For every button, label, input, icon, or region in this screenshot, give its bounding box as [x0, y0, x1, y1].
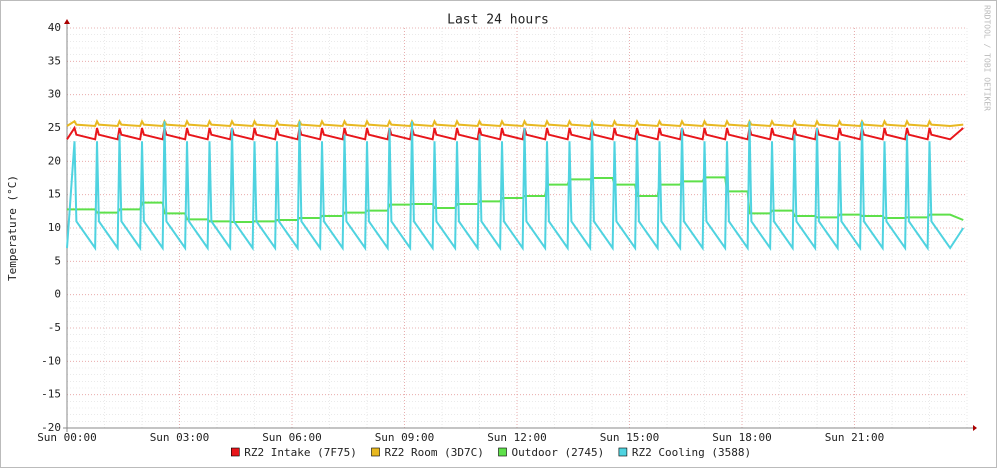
legend-swatch — [618, 447, 628, 457]
legend-swatch — [231, 447, 240, 457]
y-tick-label: -10 — [41, 354, 61, 367]
legend-swatch — [371, 447, 380, 457]
x-tick-label: Sun 06:00 — [262, 431, 322, 444]
x-tick-label: Sun 03:00 — [150, 431, 210, 444]
legend-swatch — [498, 447, 507, 457]
y-tick-label: -15 — [41, 388, 61, 401]
watermark: RRDTOOL / TOBI OETIKER — [983, 5, 992, 111]
legend-label: RZ2 Room (3D7C) — [385, 446, 484, 459]
x-tick-label: Sun 18:00 — [712, 431, 772, 444]
y-tick-label: 35 — [48, 54, 61, 67]
x-tick-label: Sun 15:00 — [600, 431, 660, 444]
y-tick-label: 10 — [48, 221, 61, 234]
y-tick-label: 20 — [48, 154, 61, 167]
chart-title: Last 24 hours — [447, 13, 549, 28]
series-line — [66, 119, 964, 128]
y-axis-label: Temperature (°C) — [6, 175, 19, 281]
y-arrow — [64, 19, 70, 24]
x-tick-label: Sun 12:00 — [487, 431, 547, 444]
y-tick-label: 0 — [54, 288, 61, 301]
legend-label: Outdoor (2745) — [512, 446, 605, 459]
x-tick-label: Sun 21:00 — [825, 431, 885, 444]
y-tick-label: -5 — [48, 321, 61, 334]
x-tick-label: Sun 00:00 — [37, 431, 97, 444]
y-tick-label: 40 — [48, 21, 61, 34]
x-arrow — [973, 425, 977, 431]
y-tick-label: -20 — [41, 421, 61, 434]
series-line — [66, 121, 965, 252]
legend-label: RZ2 Intake (7F75) — [244, 446, 357, 459]
y-tick-label: 25 — [48, 121, 61, 134]
series-line — [66, 125, 964, 141]
y-tick-label: 15 — [48, 188, 61, 201]
legend-label: RZ2 Cooling (3588) — [632, 446, 751, 459]
y-tick-label: 30 — [48, 88, 61, 101]
y-tick-label: 5 — [54, 254, 61, 267]
x-tick-label: Sun 09:00 — [375, 431, 435, 444]
